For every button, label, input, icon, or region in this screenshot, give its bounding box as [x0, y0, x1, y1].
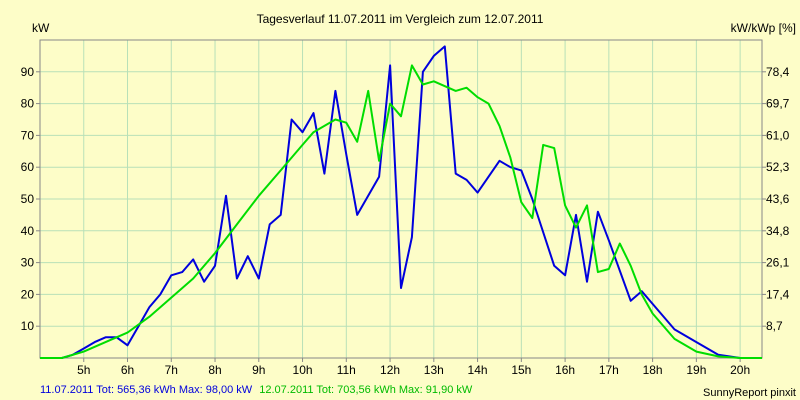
- x-tick-label: 6h: [121, 363, 134, 377]
- y-tick-label-right: 52,3: [766, 160, 790, 174]
- series-line-2: [40, 64, 762, 359]
- x-tick-label: 12h: [380, 363, 400, 377]
- y-tick-label-right: 17,4: [766, 287, 790, 301]
- series-lines: [40, 45, 762, 359]
- y-tick-label-left: 50: [21, 192, 35, 206]
- y-tick-label-left: 70: [21, 128, 35, 142]
- y-tick-label-right: 61,0: [766, 128, 790, 142]
- x-tick-label: 8h: [208, 363, 221, 377]
- x-tick-label: 11h: [337, 363, 356, 377]
- y-tick-label-left: 40: [21, 224, 35, 238]
- x-tick-label: 5h: [77, 363, 90, 377]
- y-tick-label-right: 78,4: [766, 65, 790, 79]
- y-tick-label-left: 90: [21, 65, 35, 79]
- footer-credit: SunnyReport pinxit: [703, 387, 796, 399]
- y-tick-label-right: 26,1: [766, 256, 790, 270]
- y-tick-label-right: 43,6: [766, 192, 790, 206]
- legend: 11.07.2011 Tot: 565,36 kWh Max: 98,00 kW…: [40, 384, 473, 396]
- y-axis-left-label: kW: [32, 21, 50, 35]
- x-tick-label: 7h: [165, 363, 178, 377]
- chart-title: Tagesverlauf 11.07.2011 im Vergleich zum…: [257, 12, 544, 26]
- x-tick-label: 20h: [730, 363, 750, 377]
- y-tick-label-left: 30: [21, 256, 35, 270]
- y-axis-right-label: kW/kWp [%]: [731, 21, 796, 35]
- y-tick-label-right: 34,8: [766, 224, 790, 238]
- x-tick-label: 18h: [643, 363, 663, 377]
- x-tick-label: 16h: [555, 363, 575, 377]
- x-tick-label: 15h: [511, 363, 531, 377]
- x-tick-label: 10h: [293, 363, 313, 377]
- x-tick-label: 19h: [686, 363, 706, 377]
- y-tick-label-right: 69,7: [766, 97, 790, 111]
- x-tick-label: 13h: [424, 363, 444, 377]
- x-tick-label: 14h: [468, 363, 488, 377]
- y-tick-label-left: 60: [21, 160, 35, 174]
- x-tick-label: 9h: [252, 363, 265, 377]
- y-tick-label-left: 20: [21, 287, 35, 301]
- axis-ticks: 5h 6h 7h 8h 9h 10h 11h 12h 13h 14h 15h 16h 17h 18h 19h…: [21, 65, 790, 377]
- y-tick-label-left: 80: [21, 97, 35, 111]
- legend-series-1: 11.07.2011 Tot: 565,36 kWh Max: 98,00 kW: [40, 384, 253, 396]
- y-tick-label-left: 10: [21, 319, 35, 333]
- series-line-1: [40, 45, 762, 359]
- y-tick-label-right: 8,7: [766, 319, 783, 333]
- x-tick-label: 17h: [599, 363, 619, 377]
- legend-series-2: 12.07.2011 Tot: 703,56 kWh Max: 91,90 kW: [259, 384, 473, 396]
